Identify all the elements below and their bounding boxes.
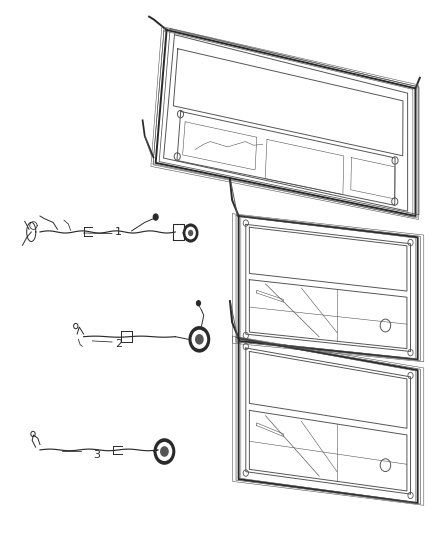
Circle shape [191,330,207,349]
Circle shape [195,334,204,345]
Circle shape [188,326,210,353]
Circle shape [153,438,175,465]
Text: 3: 3 [93,450,100,460]
Text: 1: 1 [115,227,122,237]
Circle shape [152,213,159,221]
Circle shape [196,300,201,306]
Circle shape [156,442,172,461]
Circle shape [160,446,169,457]
Circle shape [185,227,196,239]
Circle shape [183,223,198,243]
Circle shape [188,230,193,236]
Text: 2: 2 [115,338,122,349]
